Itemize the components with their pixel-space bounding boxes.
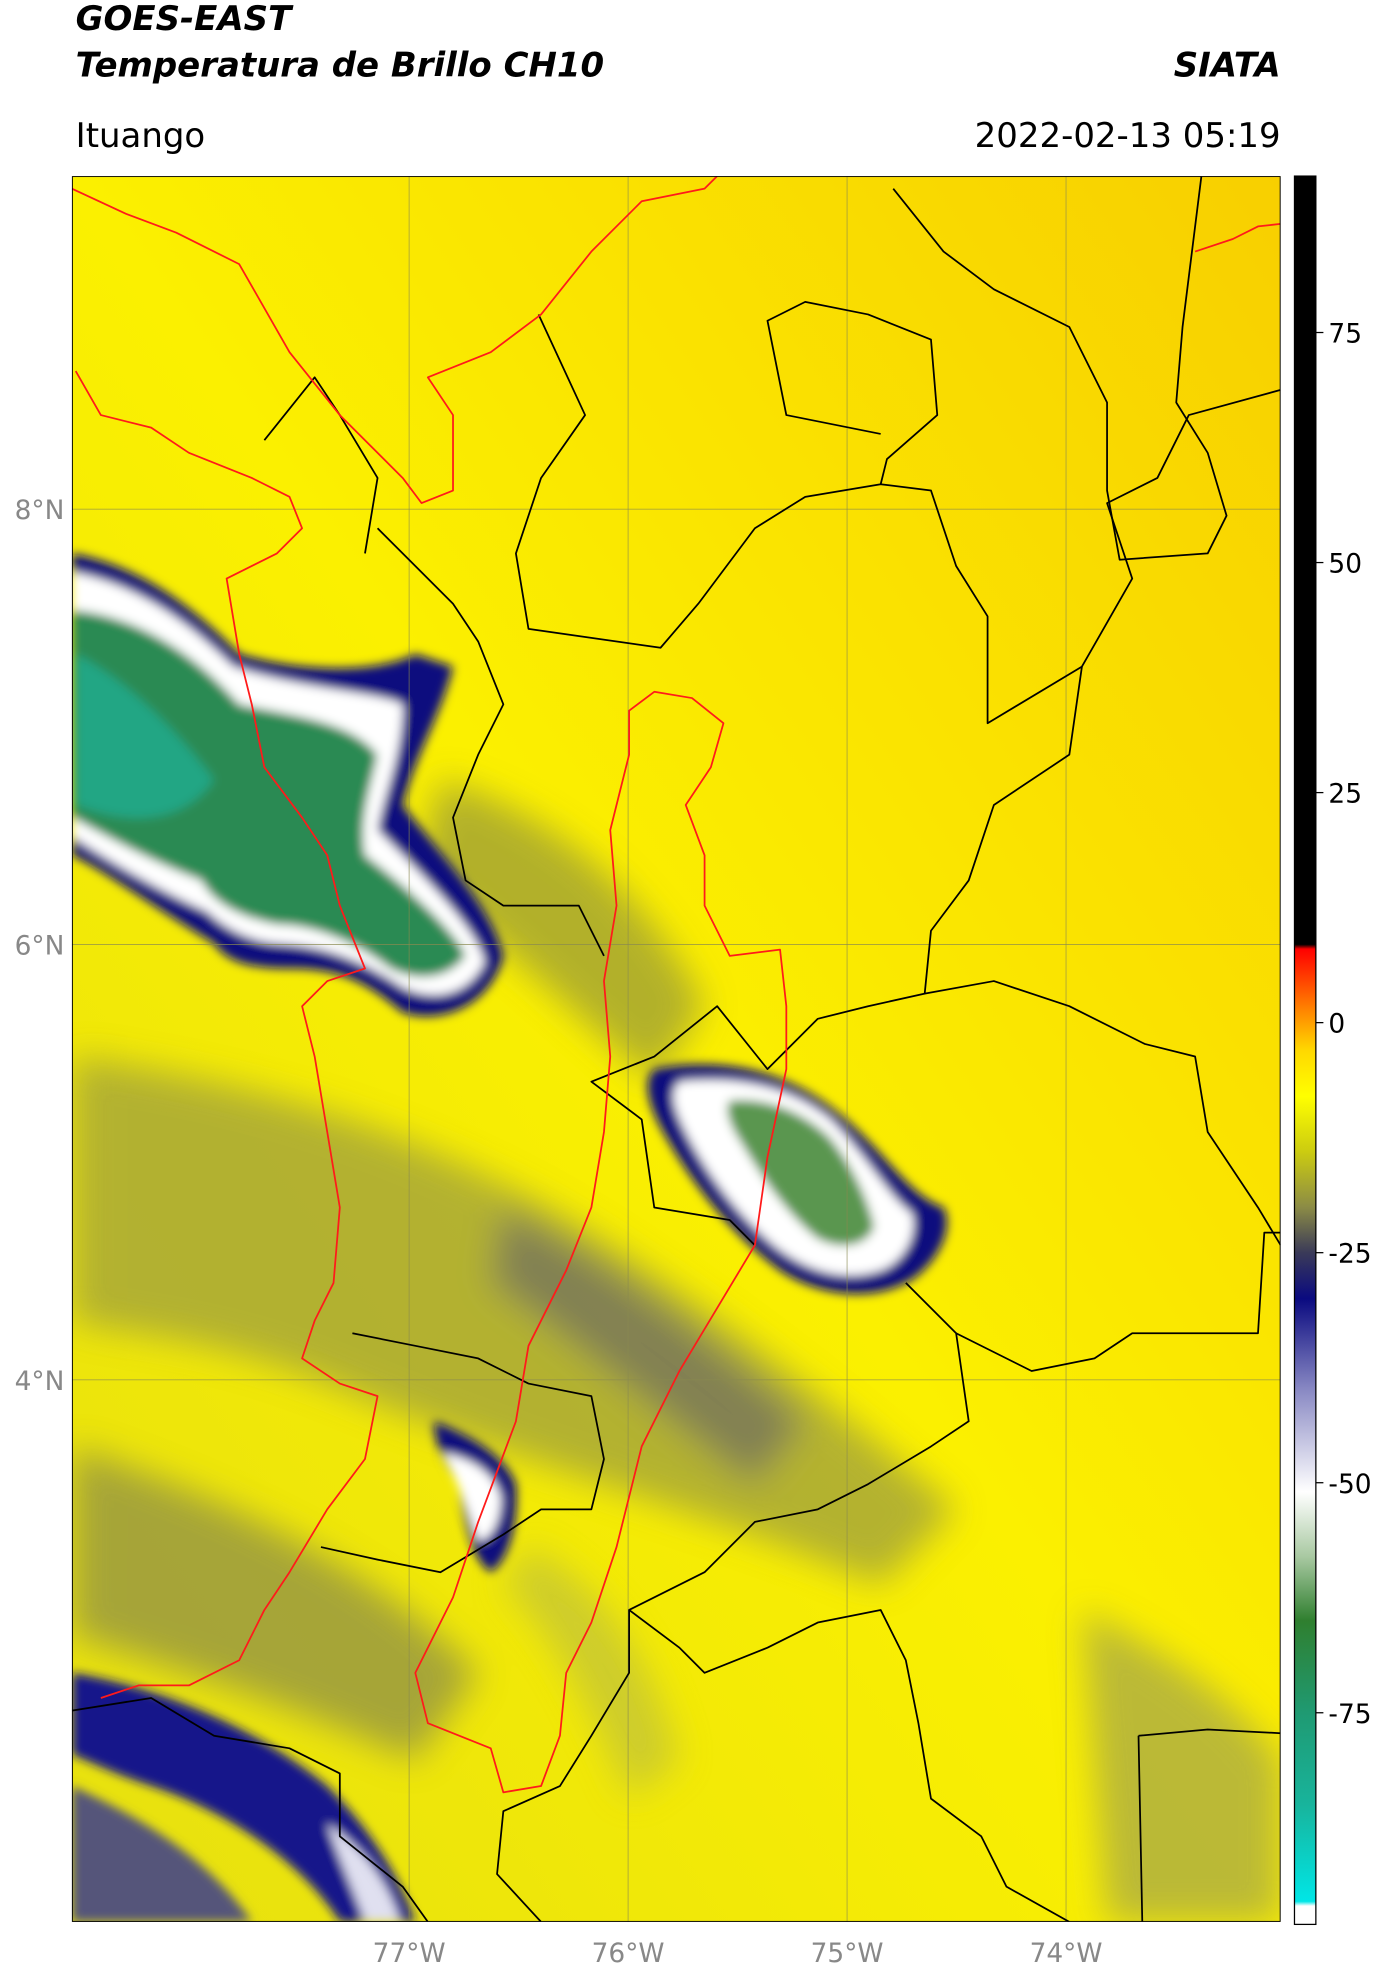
subtitle: Temperatura de Brillo CH10 (76, 46, 604, 86)
location: Ituango (76, 116, 206, 156)
title: GOES-EAST (76, 0, 294, 39)
lat-tick-label: 4°N (15, 1366, 65, 1397)
colorbar-ticks: 75 50 25 0 -25 -50 -75 (1315, 319, 1372, 1730)
map-area (71, 176, 1281, 1922)
colorbar-tick-label: -50 (1328, 1469, 1371, 1500)
lon-tick-label: 75°W (811, 1938, 884, 1969)
colorbar-tick-label: 0 (1328, 1009, 1345, 1040)
colorbar (1293, 175, 1317, 1926)
colorbar-tick-label: 25 (1328, 779, 1362, 810)
lat-tick-label: 6°N (15, 931, 65, 962)
lon-tick-label: 74°W (1030, 1938, 1103, 1969)
lon-tick-label: 76°W (592, 1938, 665, 1969)
colorbar-tick-label: -75 (1328, 1699, 1371, 1730)
colorbar-tick-label: 75 (1328, 319, 1362, 350)
datetime: 2022-02-13 05:19 (975, 116, 1281, 156)
source: SIATA (1174, 46, 1281, 86)
coast-boundaries (71, 176, 1281, 1794)
axes: 8°N 6°N 4°N 77°W 76°W 75°W 74°W (15, 495, 1103, 1969)
borders (71, 176, 1281, 1922)
lat-tick-label: 8°N (15, 495, 65, 526)
lon-tick-label: 77°W (373, 1938, 446, 1969)
grid (71, 176, 1281, 1922)
colorbar-tick-label: -25 (1328, 1239, 1371, 1270)
haze (71, 779, 1281, 1922)
cold-clouds (71, 553, 947, 1922)
colorbar-tick-label: 50 (1328, 549, 1362, 580)
